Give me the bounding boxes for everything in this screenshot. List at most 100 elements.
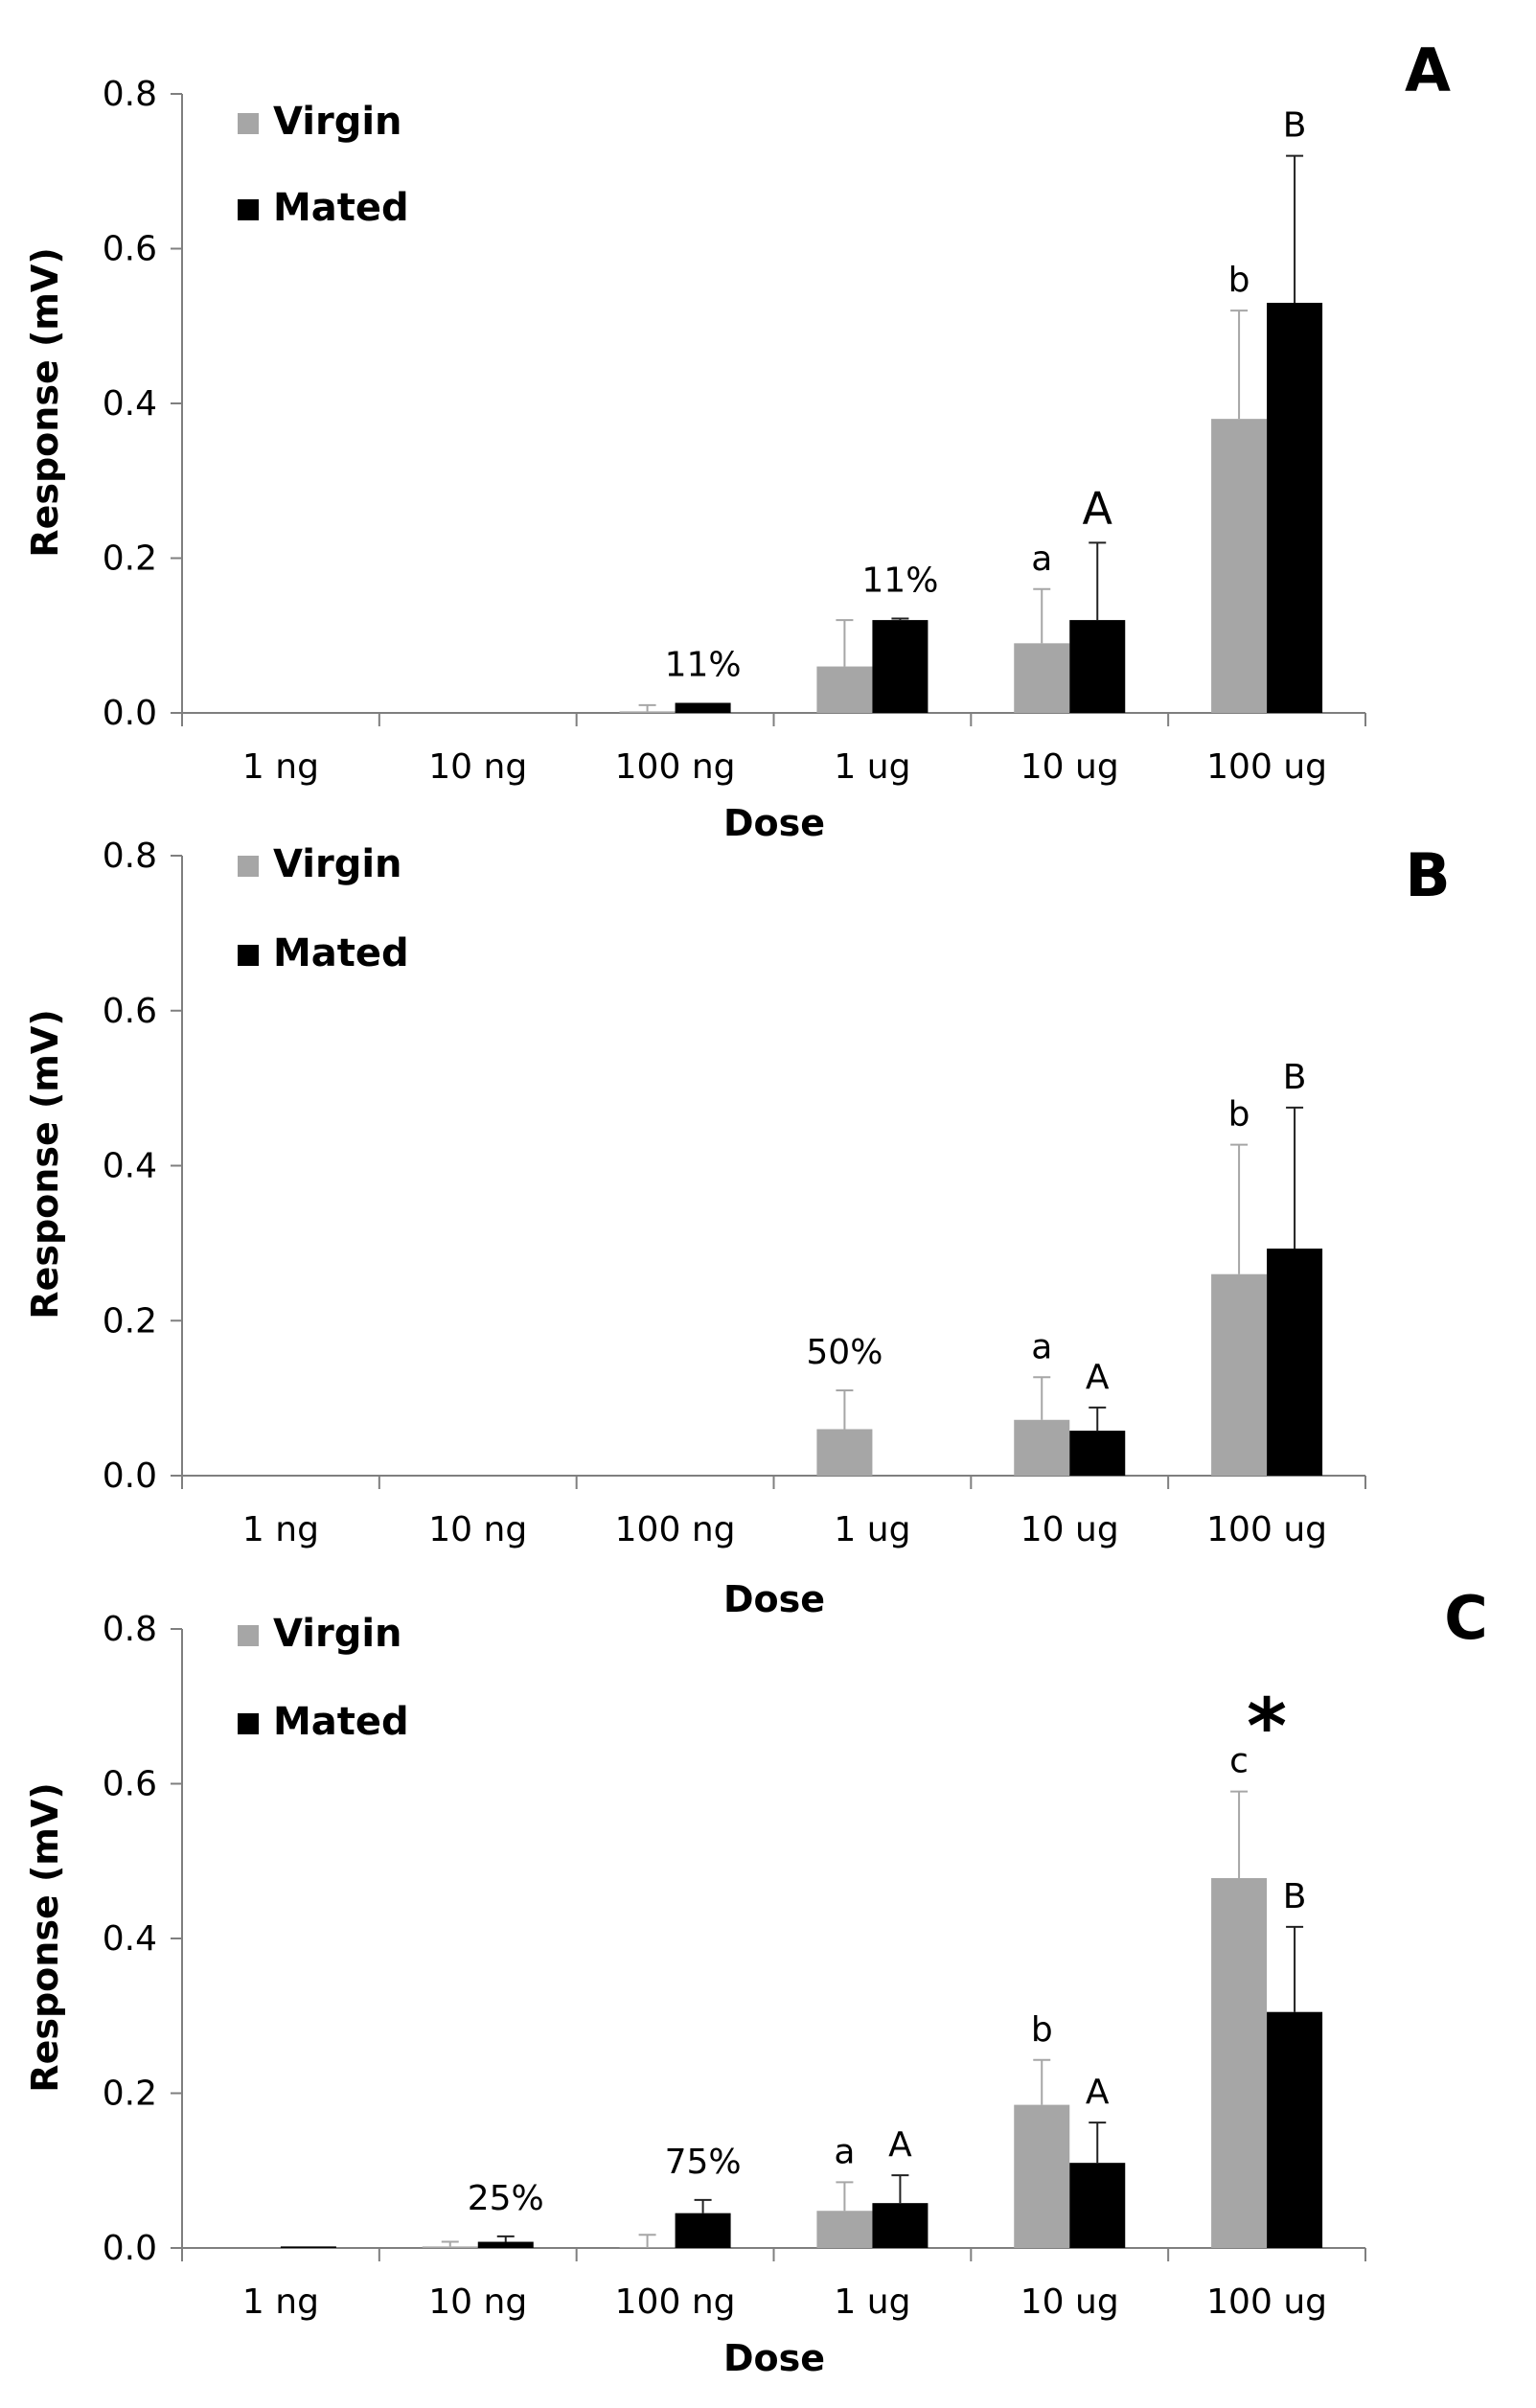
x-tick-label: 1 ug (834, 2282, 910, 2322)
bar-virgin-5 (1211, 1878, 1268, 2248)
x-tick-label: 100 ng (615, 1510, 736, 1549)
bar-virgin-3 (816, 2211, 873, 2248)
y-tick-label: 0.2 (103, 2075, 157, 2114)
bar-mated-5 (1267, 1249, 1323, 1476)
bar-mated-1 (477, 2241, 534, 2248)
bar-virgin-1 (422, 2246, 478, 2248)
x-tick-label: 10 ng (428, 747, 527, 787)
y-tick-label: 0.0 (103, 694, 157, 733)
significance-letter: a (1031, 1327, 1052, 1366)
significance-letter: A (1086, 1358, 1110, 1397)
significance-letter: b (1228, 261, 1250, 300)
bar-virgin-4 (1014, 1419, 1070, 1476)
y-tick-label: 0.6 (103, 230, 157, 269)
y-axis-title: Response (mV) (24, 1782, 66, 2092)
percent-label: 25% (468, 2179, 544, 2218)
y-tick-label: 0.2 (103, 1301, 157, 1341)
bar-mated-5 (1267, 2011, 1323, 2248)
significance-star: * (1247, 1683, 1287, 1772)
bar-mated-2 (675, 2213, 731, 2248)
x-axis-title: Dose (723, 2337, 825, 2379)
legend-swatch-mated (238, 199, 259, 220)
x-tick-label: 1 ng (242, 2282, 319, 2322)
x-tick-label: 1 ng (242, 747, 319, 787)
bar-virgin-5 (1211, 1273, 1268, 1476)
legend-swatch-mated (238, 945, 259, 966)
chart-panel-a: 0.0 0.2 0.4 0.6 0.8 1 ng 10 ng 100 ng 1 ug 10 ug 1… (24, 35, 1451, 844)
x-axis-title: Dose (723, 802, 825, 844)
y-tick-label: 0.8 (103, 75, 157, 114)
bar-mated-3 (872, 620, 928, 713)
legend-swatch-virgin (238, 1625, 259, 1646)
panel-label: C (1444, 1583, 1488, 1653)
x-tick-label: 10 ng (428, 1510, 527, 1549)
legend-label-virgin: Virgin (273, 100, 402, 144)
y-tick-label: 0.8 (103, 837, 157, 876)
y-tick-label: 0.8 (103, 1610, 157, 1649)
percent-label: 50% (806, 1333, 883, 1372)
significance-letter: B (1283, 1058, 1307, 1097)
bar-virgin-4 (1014, 2104, 1070, 2248)
bar-virgin-2 (619, 711, 676, 713)
bar-mated-2 (675, 702, 731, 713)
bar-mated-4 (1069, 2163, 1126, 2248)
y-axis-title: Response (mV) (24, 1009, 66, 1319)
y-tick-label: 0.6 (103, 1765, 157, 1804)
percent-label: 11% (665, 646, 742, 685)
y-axis-title: Response (mV) (24, 247, 66, 557)
bar-virgin-3 (816, 1429, 873, 1476)
legend-swatch-mated (238, 1713, 259, 1734)
legend-swatch-virgin (238, 113, 259, 134)
x-tick-label: 100 ug (1206, 1510, 1327, 1549)
bar-mated-3 (872, 2203, 928, 2248)
bar-mated-4 (1069, 620, 1126, 713)
bar-virgin-5 (1211, 419, 1268, 713)
percent-label: 75% (665, 2143, 742, 2182)
x-tick-label: 10 ug (1020, 1510, 1119, 1549)
y-tick-label: 0.4 (103, 384, 157, 424)
x-tick-label: 10 ug (1020, 2282, 1119, 2322)
legend-label-mated: Mated (273, 931, 409, 975)
significance-letter: A (888, 2125, 912, 2165)
x-tick-label: 100 ug (1206, 747, 1327, 787)
x-axis-title: Dose (723, 1578, 825, 1620)
y-tick-label: 0.4 (103, 1147, 157, 1186)
bar-mated-5 (1267, 303, 1323, 713)
significance-letter: a (1031, 539, 1052, 579)
significance-letter: a (834, 2132, 855, 2171)
y-tick-label: 0.0 (103, 2229, 157, 2268)
bar-mated-4 (1069, 1431, 1126, 1476)
significance-letter: b (1031, 2010, 1053, 2050)
x-tick-label: 100 ug (1206, 2282, 1327, 2322)
y-tick-label: 0.2 (103, 539, 157, 579)
y-tick-label: 0.0 (103, 1456, 157, 1496)
x-tick-label: 10 ug (1020, 747, 1119, 787)
y-tick-label: 0.4 (103, 1919, 157, 1959)
significance-letter: b (1228, 1095, 1250, 1135)
chart-panel-b: 0.0 0.2 0.4 0.6 0.8 1 ng 10 ng 100 ng 1 ug 10 ug 1… (24, 837, 1451, 1620)
significance-letter: A (1083, 482, 1113, 534)
significance-letter: c (1229, 1742, 1249, 1781)
x-tick-label: 100 ng (615, 2282, 736, 2322)
y-tick-label: 0.6 (103, 992, 157, 1031)
x-tick-label: 10 ng (428, 2282, 527, 2322)
percent-label: 11% (861, 561, 938, 600)
bar-virgin-2 (619, 2247, 676, 2248)
legend-swatch-virgin (238, 856, 259, 877)
significance-letter: B (1283, 1877, 1307, 1916)
legend-label-mated: Mated (273, 1700, 409, 1744)
x-tick-label: 1 ug (834, 747, 910, 787)
x-tick-label: 1 ug (834, 1510, 910, 1549)
bar-virgin-4 (1014, 643, 1070, 713)
bar-mated-0 (280, 2246, 336, 2248)
legend-label-virgin: Virgin (273, 842, 402, 886)
x-tick-label: 100 ng (615, 747, 736, 787)
bar-virgin-3 (816, 666, 873, 713)
panel-label: A (1405, 35, 1451, 105)
significance-letter: A (1086, 2073, 1110, 2112)
legend-label-virgin: Virgin (273, 1612, 402, 1656)
chart-panel-c: 0.0 0.2 0.4 0.6 0.8 1 ng 10 ng 100 ng 1 ug 10 ug 1… (24, 1583, 1488, 2379)
panel-label: B (1405, 840, 1450, 910)
x-tick-label: 1 ng (242, 1510, 319, 1549)
